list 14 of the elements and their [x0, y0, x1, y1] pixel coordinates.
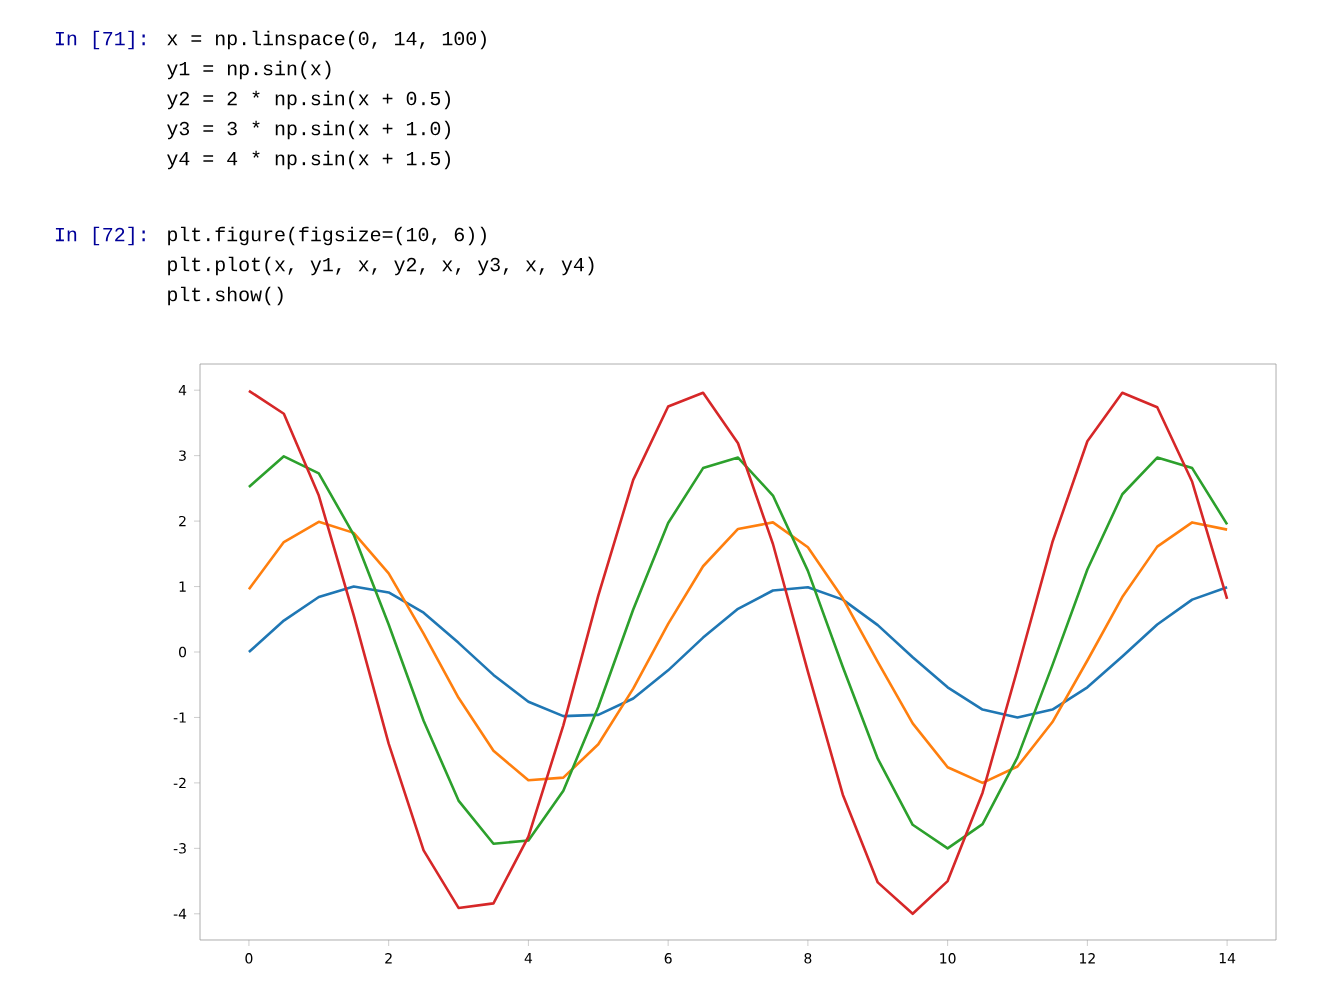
text: In [71]:	[55, 30, 145, 50]
text: plt.plot(x, y1, x, y2, x, y3, x, y4)	[168, 256, 594, 276]
text: y4 = 4 * np.sin(x + 1.5)	[167, 150, 450, 170]
text: In [72]:	[55, 226, 145, 246]
text: y2 = 2 * np.sin(x + 0.5)	[167, 90, 450, 110]
text: y3 = 3 * np.sin(x + 1.0)	[167, 120, 450, 140]
line-series	[247, 389, 1229, 916]
line-series	[247, 455, 1229, 850]
text: x = np.linspace(0, 14, 100)	[167, 30, 486, 50]
text: plt.show()	[168, 286, 283, 306]
line-series	[247, 585, 1229, 719]
text: y1 = np.sin(x)	[167, 60, 331, 80]
text: plt.figure(figsize=(10, 6))	[168, 226, 486, 246]
line-series	[247, 520, 1229, 785]
